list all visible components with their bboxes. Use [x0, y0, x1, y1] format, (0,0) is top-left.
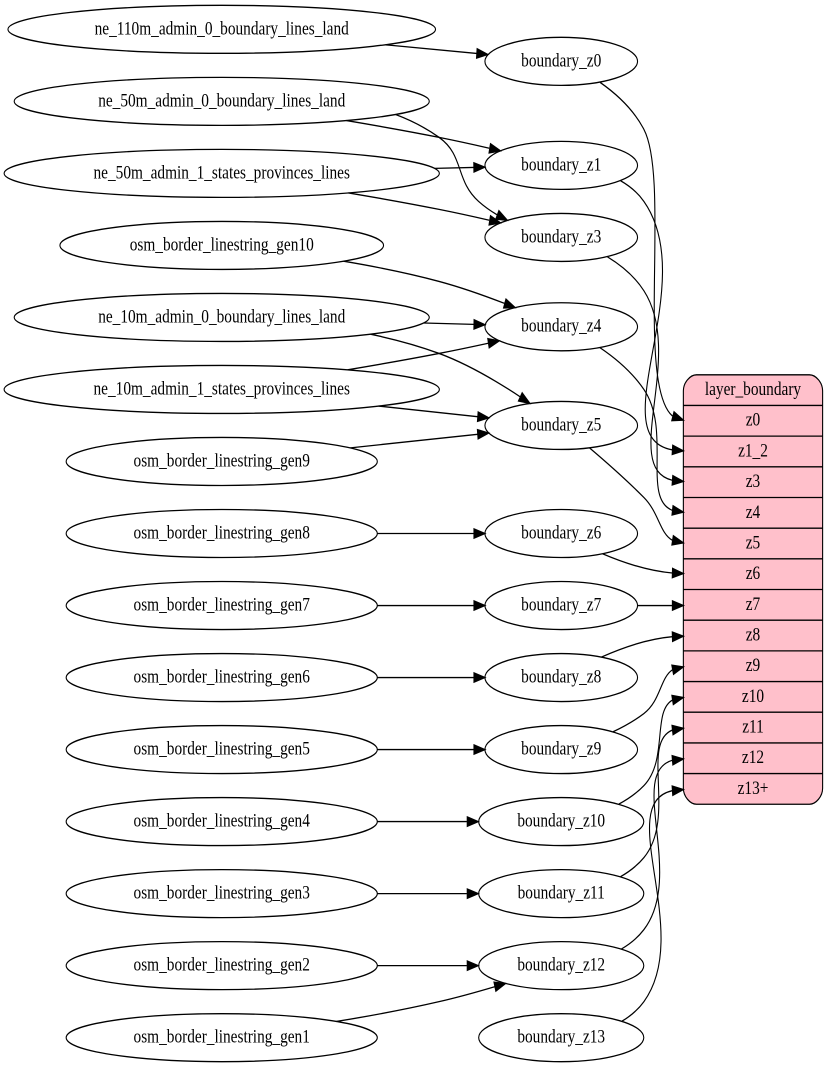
svg-text:z0: z0	[746, 409, 760, 430]
svg-text:ne_10m_admin_1_states_province: ne_10m_admin_1_states_provinces_lines	[94, 378, 351, 399]
svg-text:z6: z6	[746, 563, 761, 584]
svg-text:boundary_z5: boundary_z5	[521, 414, 601, 435]
svg-text:boundary_z10: boundary_z10	[517, 810, 605, 831]
svg-text:boundary_z11: boundary_z11	[518, 882, 605, 903]
svg-text:boundary_z1: boundary_z1	[521, 154, 601, 175]
svg-text:boundary_z7: boundary_z7	[521, 594, 601, 615]
svg-text:osm_border_linestring_gen5: osm_border_linestring_gen5	[134, 738, 310, 759]
svg-text:z13+: z13+	[738, 777, 769, 798]
svg-text:z7: z7	[746, 593, 761, 614]
svg-text:ne_110m_admin_0_boundary_lines: ne_110m_admin_0_boundary_lines_land	[95, 18, 350, 39]
svg-text:z10: z10	[742, 685, 764, 706]
svg-text:osm_border_linestring_gen7: osm_border_linestring_gen7	[134, 594, 311, 615]
svg-text:z9: z9	[746, 655, 760, 676]
svg-text:osm_border_linestring_gen4: osm_border_linestring_gen4	[134, 810, 311, 831]
svg-text:boundary_z13: boundary_z13	[517, 1026, 605, 1047]
svg-text:z1_2: z1_2	[738, 440, 768, 461]
svg-text:osm_border_linestring_gen3: osm_border_linestring_gen3	[134, 882, 310, 903]
svg-text:z8: z8	[746, 624, 760, 645]
svg-text:z3: z3	[746, 471, 760, 492]
svg-text:ne_50m_admin_1_states_province: ne_50m_admin_1_states_provinces_lines	[94, 162, 351, 183]
svg-text:boundary_z6: boundary_z6	[521, 522, 601, 543]
svg-text:z12: z12	[742, 747, 764, 768]
svg-text:ne_50m_admin_0_boundary_lines_: ne_50m_admin_0_boundary_lines_land	[98, 90, 345, 111]
svg-text:osm_border_linestring_gen10: osm_border_linestring_gen10	[130, 234, 314, 255]
svg-text:z11: z11	[742, 716, 764, 737]
svg-text:osm_border_linestring_gen9: osm_border_linestring_gen9	[134, 450, 310, 471]
svg-text:boundary_z12: boundary_z12	[517, 954, 605, 975]
svg-text:osm_border_linestring_gen2: osm_border_linestring_gen2	[134, 954, 310, 975]
svg-text:ne_10m_admin_0_boundary_lines_: ne_10m_admin_0_boundary_lines_land	[98, 306, 345, 327]
svg-text:boundary_z9: boundary_z9	[521, 738, 601, 759]
svg-text:boundary_z0: boundary_z0	[521, 50, 601, 71]
svg-text:boundary_z3: boundary_z3	[521, 226, 601, 247]
svg-text:boundary_z4: boundary_z4	[521, 315, 601, 336]
svg-text:z4: z4	[746, 501, 761, 522]
svg-text:layer_boundary: layer_boundary	[705, 379, 802, 400]
svg-text:osm_border_linestring_gen6: osm_border_linestring_gen6	[134, 666, 311, 687]
svg-text:z5: z5	[746, 532, 760, 553]
svg-text:osm_border_linestring_gen8: osm_border_linestring_gen8	[134, 522, 310, 543]
svg-text:boundary_z8: boundary_z8	[521, 666, 601, 687]
svg-text:osm_border_linestring_gen1: osm_border_linestring_gen1	[134, 1026, 310, 1047]
